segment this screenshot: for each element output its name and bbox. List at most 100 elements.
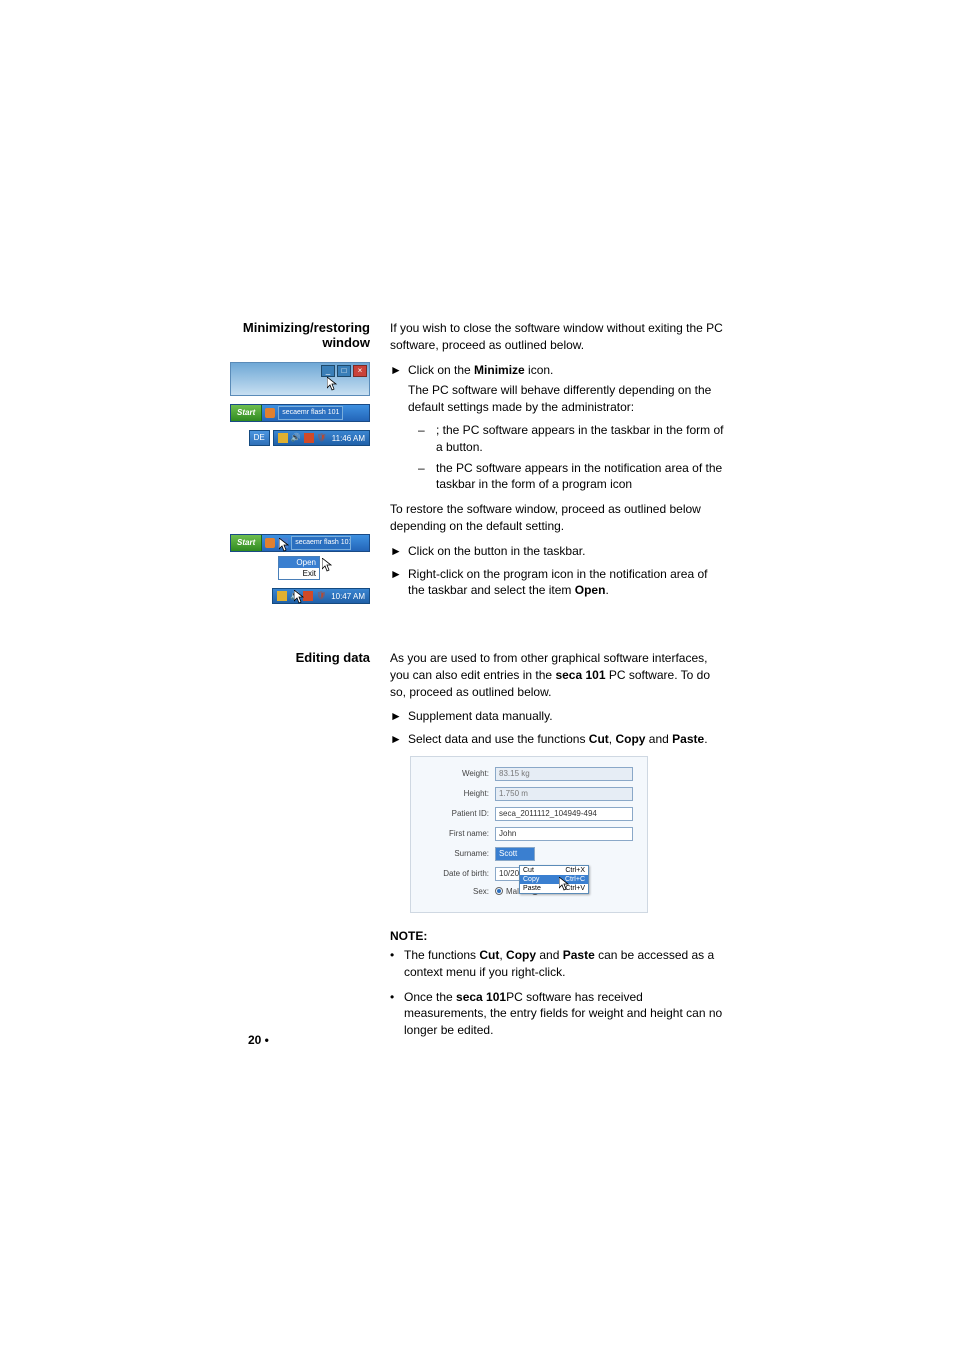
section-editing-data: Editing data As you are used to from oth… xyxy=(230,650,724,1047)
tray-shield-icon-2: 🛡 xyxy=(316,591,326,601)
ctx-paste-label: Paste xyxy=(523,885,541,892)
right-column-editing: As you are used to from other graphical … xyxy=(390,650,724,1047)
step5-b2: Copy xyxy=(615,732,645,746)
sublist1a-text: ; the PC software appears in the taskbar… xyxy=(436,422,724,456)
step1-prefix: Click on the xyxy=(408,363,474,377)
maximize-button-icon: □ xyxy=(337,365,351,377)
radio-circle-male-icon xyxy=(495,887,503,895)
step4-text: Supplement data manually. xyxy=(408,708,724,725)
sublist-behaviors: – ; the PC software appears in the taskb… xyxy=(418,422,724,493)
page-content: Minimizing/restoring window _ □ × xyxy=(0,0,954,1117)
right-column-minimizing: If you wish to close the software window… xyxy=(390,320,724,620)
note1-b1: Cut xyxy=(479,948,499,962)
tray-cursor-icon xyxy=(294,590,304,604)
step-click-minimize: ► Click on the Minimize icon. The PC sof… xyxy=(390,362,724,416)
ctx-cut-key: Ctrl+X xyxy=(565,867,585,874)
sublist-tray-icon: – the PC software appears in the notific… xyxy=(418,460,724,494)
illustration-restore: Start secaemr flash 101 Open Exit xyxy=(230,526,370,604)
para-intro-minimize: If you wish to close the software window… xyxy=(390,320,724,354)
left-column: Minimizing/restoring window _ □ × xyxy=(230,320,390,620)
taskbar-2: Start secaemr flash 101 xyxy=(230,534,370,552)
label-height: Height: xyxy=(425,789,495,798)
step-arrow-icon-2: ► xyxy=(390,543,408,560)
bullet-icon: • xyxy=(390,947,404,981)
dash-icon-2: – xyxy=(418,460,436,494)
step-click-taskbar: ► Click on the button in the taskbar. xyxy=(390,543,724,560)
step3-bold: Open xyxy=(575,583,606,597)
sublist-taskbar-button: – ; the PC software appears in the taskb… xyxy=(418,422,724,456)
note1-sep2: and xyxy=(536,948,563,962)
step5-prefix: Select data and use the functions xyxy=(408,732,589,746)
note1-prefix: The functions xyxy=(404,948,479,962)
taskbar-app-button-2: secaemr flash 101 xyxy=(291,536,351,550)
step-supplement-manually: ► Supplement data manually. xyxy=(390,708,724,725)
context-menu-edit: Cut Ctrl+X Copy Ctrl+C Paste Ctrl+V xyxy=(519,865,589,894)
note2-b1: seca 101 xyxy=(456,990,506,1004)
step1-suffix: icon. xyxy=(525,363,554,377)
tray-time: 11:46 AM xyxy=(330,434,365,443)
ctx-cursor-icon xyxy=(322,558,332,572)
step3-suffix: . xyxy=(605,583,608,597)
tray-language: DE xyxy=(249,430,270,446)
step1-detail: The PC software will behave differently … xyxy=(408,382,724,416)
para-editing-intro: As you are used to from other graphical … xyxy=(390,650,724,700)
context-menu-open: Open xyxy=(279,557,319,568)
note1-b3: Paste xyxy=(563,948,595,962)
label-patient-id: Patient ID: xyxy=(425,809,495,818)
step3-prefix: Right-click on the program icon in the n… xyxy=(408,567,708,598)
context-menu-open-exit: Open Exit xyxy=(278,556,320,580)
step-rightclick-tray: ► Right-click on the program icon in the… xyxy=(390,566,724,600)
label-sex: Sex: xyxy=(425,887,495,896)
label-weight: Weight: xyxy=(425,769,495,778)
close-button-icon: × xyxy=(353,365,367,377)
step-select-data: ► Select data and use the functions Cut,… xyxy=(390,731,724,748)
taskbar-quick-icon-2 xyxy=(265,538,275,548)
section-minimizing: Minimizing/restoring window _ □ × xyxy=(230,320,724,620)
notification-tray: DE 🔊 🛡 11:46 AM xyxy=(230,430,370,446)
label-dob: Date of birth: xyxy=(425,869,495,878)
tray-icon-3 xyxy=(277,591,287,601)
minimize-button-icon: _ xyxy=(321,365,335,377)
note-2: • Once the seca 101PC software has recei… xyxy=(390,989,724,1039)
step5-b3: Paste xyxy=(672,732,704,746)
subtitle-minimizing: Minimizing/restoring window xyxy=(230,320,370,350)
field-surname: Scott xyxy=(495,847,535,861)
field-first-name: John xyxy=(495,827,633,841)
tray-icon-1 xyxy=(278,433,288,443)
sublist1b-text: the PC software appears in the notificat… xyxy=(436,460,724,494)
label-surname: Surname: xyxy=(425,849,495,858)
step-arrow-icon: ► xyxy=(390,362,408,416)
field-height: 1.750 m xyxy=(495,787,633,801)
taskbar-quick-icon xyxy=(265,408,275,418)
start-button-2: Start xyxy=(231,535,262,551)
tray-volume-icon: 🔊 xyxy=(291,433,301,443)
para-restore: To restore the software window, proceed … xyxy=(390,501,724,535)
taskbar-app-button: secaemr flash 101 xyxy=(278,406,343,420)
context-menu-exit: Exit xyxy=(279,568,319,579)
left-column-editing: Editing data xyxy=(230,650,390,1047)
tray-icon-4 xyxy=(303,591,313,601)
note-heading: NOTE: xyxy=(390,929,724,943)
taskbar-cursor-icon-1 xyxy=(279,538,289,552)
label-first-name: First name: xyxy=(425,829,495,838)
subtitle-editing: Editing data xyxy=(230,650,370,665)
step-arrow-icon-5: ► xyxy=(390,731,408,748)
field-weight: 83.15 kg xyxy=(495,767,633,781)
step-arrow-icon-3: ► xyxy=(390,566,408,600)
tray-shield-icon: 🛡 xyxy=(317,433,327,443)
step5-b1: Cut xyxy=(589,732,609,746)
cursor-icon xyxy=(327,377,337,391)
window-titlebar: _ □ × xyxy=(230,362,370,396)
step1-bold: Minimize xyxy=(474,363,525,377)
taskbar: Start secaemr flash 101 xyxy=(230,404,370,422)
step5-suffix: . xyxy=(704,732,707,746)
note-1: • The functions Cut, Copy and Paste can … xyxy=(390,947,724,981)
illustration-form: Weight: 83.15 kg Height: 1.750 m Patient… xyxy=(410,756,648,913)
note1-b2: Copy xyxy=(506,948,536,962)
field-patient-id: seca_2011112_104949-494 xyxy=(495,807,633,821)
ctx-paste: Paste Ctrl+V xyxy=(520,884,588,893)
start-button: Start xyxy=(231,405,262,421)
ctx-copy: Copy Ctrl+C xyxy=(520,875,588,884)
dash-icon: – xyxy=(418,422,436,456)
para3b: seca 101 xyxy=(555,668,605,682)
